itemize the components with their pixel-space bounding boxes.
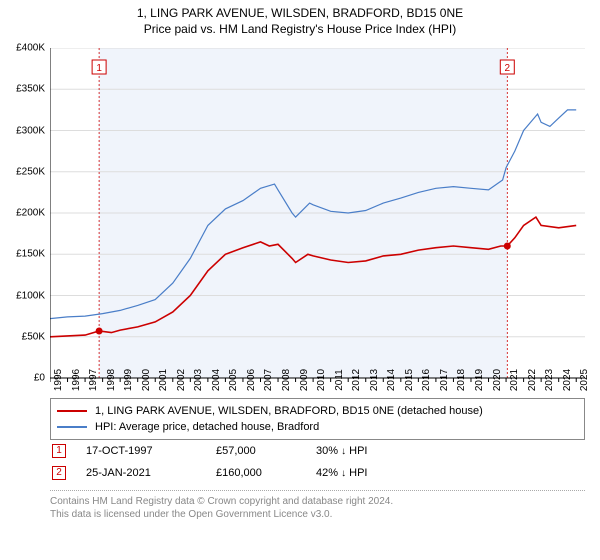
x-axis-label: 1999: [123, 369, 134, 391]
x-axis-label: 2004: [211, 369, 222, 391]
x-axis-label: 2007: [263, 369, 274, 391]
sale-row: 1 17-OCT-1997 £57,000 30% ↓ HPI: [50, 440, 585, 462]
x-axis-label: 2025: [579, 369, 590, 391]
sale-price: £160,000: [216, 467, 316, 479]
legend: 1, LING PARK AVENUE, WILSDEN, BRADFORD, …: [50, 398, 585, 440]
y-axis-label: £100K: [0, 290, 45, 301]
x-axis-label: 2006: [246, 369, 257, 391]
x-axis-label: 2005: [228, 369, 239, 391]
x-axis-label: 2010: [316, 369, 327, 391]
svg-text:1: 1: [96, 63, 102, 74]
x-axis-label: 2014: [386, 369, 397, 391]
chart-container: 1, LING PARK AVENUE, WILSDEN, BRADFORD, …: [0, 0, 600, 560]
x-axis-label: 2024: [562, 369, 573, 391]
chart-svg: 12: [50, 48, 585, 408]
y-axis-label: £50K: [0, 331, 45, 342]
y-axis-label: £300K: [0, 125, 45, 136]
svg-text:2: 2: [505, 63, 511, 74]
footer-line2: This data is licensed under the Open Gov…: [50, 508, 585, 521]
x-axis-label: 2008: [281, 369, 292, 391]
legend-label-hpi: HPI: Average price, detached house, Brad…: [95, 421, 319, 433]
x-axis-label: 2022: [527, 369, 538, 391]
x-axis-label: 2019: [474, 369, 485, 391]
footer-line1: Contains HM Land Registry data © Crown c…: [50, 495, 585, 508]
sale-comparison: 42% ↓ HPI: [316, 467, 496, 479]
title-address: 1, LING PARK AVENUE, WILSDEN, BRADFORD, …: [0, 6, 600, 20]
legend-swatch-property: [57, 410, 87, 412]
x-axis-label: 2000: [141, 369, 152, 391]
title-block: 1, LING PARK AVENUE, WILSDEN, BRADFORD, …: [0, 0, 600, 36]
y-axis-label: £350K: [0, 84, 45, 95]
x-axis-label: 2011: [334, 369, 345, 391]
x-axis-label: 2001: [158, 369, 169, 391]
x-axis-label: 2021: [509, 369, 520, 391]
x-axis-label: 1995: [53, 369, 64, 391]
x-axis-label: 2015: [404, 369, 415, 391]
chart-area: 12 £0£50K£100K£150K£200K£250K£300K£350K£…: [50, 48, 585, 378]
footer-attribution: Contains HM Land Registry data © Crown c…: [50, 490, 585, 521]
arrow-down-icon: ↓: [341, 446, 346, 457]
y-axis-label: £0: [0, 373, 45, 384]
sale-events: 1 17-OCT-1997 £57,000 30% ↓ HPI 2 25-JAN…: [50, 440, 585, 484]
x-axis-label: 2013: [369, 369, 380, 391]
x-axis-label: 2018: [456, 369, 467, 391]
x-axis-label: 2023: [544, 369, 555, 391]
sale-marker: 2: [52, 466, 66, 480]
y-axis-label: £250K: [0, 166, 45, 177]
arrow-down-icon: ↓: [341, 468, 346, 479]
y-axis-label: £150K: [0, 249, 45, 260]
sale-price: £57,000: [216, 445, 316, 457]
title-subtitle: Price paid vs. HM Land Registry's House …: [0, 22, 600, 36]
x-axis-label: 2003: [193, 369, 204, 391]
legend-swatch-hpi: [57, 426, 87, 428]
legend-label-property: 1, LING PARK AVENUE, WILSDEN, BRADFORD, …: [95, 405, 483, 417]
sale-comparison: 30% ↓ HPI: [316, 445, 496, 457]
x-axis-label: 2020: [492, 369, 503, 391]
x-axis-label: 1996: [71, 369, 82, 391]
x-axis-label: 2009: [299, 369, 310, 391]
y-axis-label: £400K: [0, 43, 45, 54]
sale-row: 2 25-JAN-2021 £160,000 42% ↓ HPI: [50, 462, 585, 484]
sale-date: 17-OCT-1997: [86, 445, 216, 457]
y-axis-label: £200K: [0, 208, 45, 219]
x-axis-label: 2012: [351, 369, 362, 391]
x-axis-label: 2017: [439, 369, 450, 391]
sale-date: 25-JAN-2021: [86, 467, 216, 479]
x-axis-label: 1998: [106, 369, 117, 391]
x-axis-label: 2016: [421, 369, 432, 391]
legend-row-property: 1, LING PARK AVENUE, WILSDEN, BRADFORD, …: [57, 403, 578, 419]
x-axis-label: 1997: [88, 369, 99, 391]
sale-marker: 1: [52, 444, 66, 458]
legend-row-hpi: HPI: Average price, detached house, Brad…: [57, 419, 578, 435]
x-axis-label: 2002: [176, 369, 187, 391]
